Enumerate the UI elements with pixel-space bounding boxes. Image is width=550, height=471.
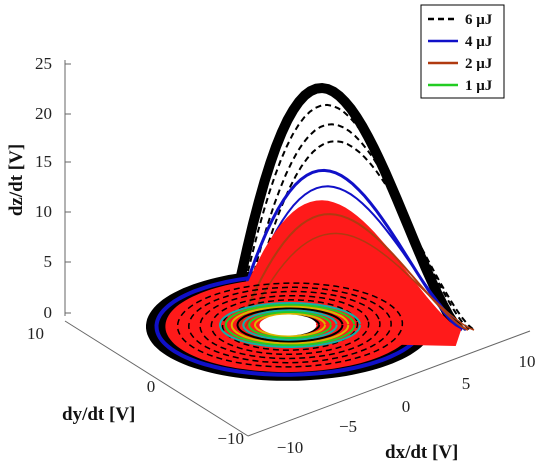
z-axis-label: dz/dt [V] <box>6 144 27 216</box>
y-axis-label: dy/dt [V] <box>62 404 135 425</box>
x-axis-label: dx/dt [V] <box>385 442 458 463</box>
trajectory-2uj-lobe <box>243 232 475 331</box>
x-tick-label: 10 <box>519 352 536 371</box>
x-axis-line <box>247 330 531 437</box>
trajectory-1uj-spiral <box>218 301 361 348</box>
x-ticks: −10 −5 0 5 10 <box>277 352 536 457</box>
y-tick-label: −10 <box>217 429 244 448</box>
x-tick-label: −10 <box>277 438 304 457</box>
trajectory-1uj-spiral <box>230 305 350 345</box>
legend-label-2uj: 2 μJ <box>465 56 493 72</box>
trajectory-6uj-lobe-outline <box>225 82 464 334</box>
z-tick-label: 20 <box>35 104 52 123</box>
x-tick-label: 0 <box>402 397 411 416</box>
z-tick-label: 0 <box>44 303 53 322</box>
trajectory-1uj-spiral <box>242 309 338 341</box>
axes <box>64 60 531 437</box>
z-ticks: 25 20 15 10 5 0 <box>35 54 71 322</box>
z-tick-label: 10 <box>35 202 52 221</box>
trajectory-6uj-lobe <box>234 103 466 331</box>
x-tick-label: −5 <box>339 417 357 436</box>
y-tick-label: 10 <box>27 324 44 343</box>
legend: 6 μJ 4 μJ 2 μJ 1 μJ <box>420 4 505 99</box>
trajectory-6uj-inner-ring <box>210 294 370 356</box>
x-tick-label: 5 <box>462 374 471 393</box>
y-tick-label: 0 <box>147 377 156 396</box>
trajectory-6uj-lobe <box>239 123 471 331</box>
vortex-core <box>259 314 317 336</box>
z-tick-label: 15 <box>35 152 52 171</box>
y-ticks: 10 0 −10 <box>27 324 244 448</box>
trajectory-6uj-inner-ring <box>176 282 404 368</box>
trajectory-layers <box>146 82 475 381</box>
legend-label-4uj: 4 μJ <box>465 34 493 50</box>
z-tick-label: 5 <box>44 252 53 271</box>
trajectory-1uj-spiral <box>253 313 326 337</box>
trajectory-6uj-inner-ring <box>221 299 359 351</box>
trajectory-1uj-spiral <box>224 303 356 347</box>
legend-label-6uj: 6 μJ <box>465 12 493 28</box>
y-axis-line <box>64 320 249 437</box>
trajectory-6uj-inner-ring <box>199 290 381 360</box>
trajectory-1uj-spiral <box>236 307 344 343</box>
legend-box <box>420 4 505 99</box>
z-tick-label: 25 <box>35 54 52 73</box>
legend-label-1uj: 1 μJ <box>465 78 493 94</box>
trajectory-1uj-spiral <box>248 311 332 339</box>
